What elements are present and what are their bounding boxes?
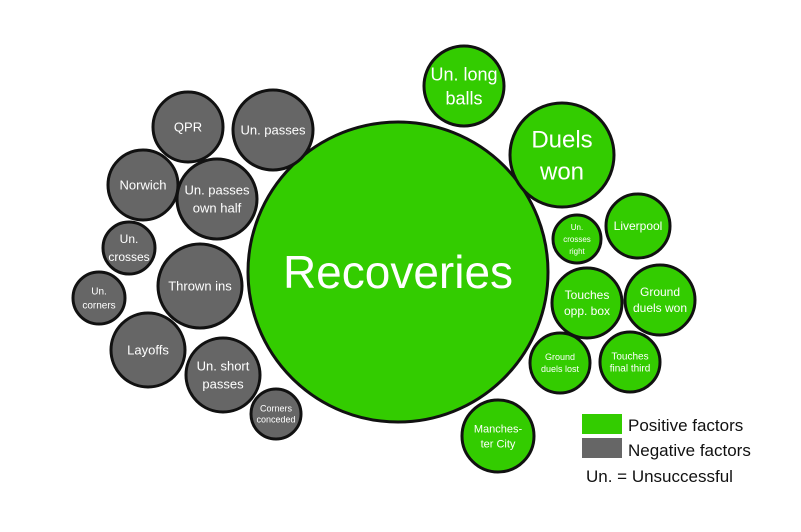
bubble-norwich: Norwich [106, 148, 180, 222]
bubble-touches-opp-box: Touches opp. box [550, 266, 624, 340]
bubble-label-un-short-passes: passes [202, 377, 244, 392]
bubble-label-un-passes: Un. passes [240, 123, 306, 138]
bubble-label-liverpool: Liverpool [614, 219, 663, 233]
bubble-circle-un-passes-own-half [175, 157, 259, 241]
bubble-label-touches-opp-box: Touches [565, 288, 610, 302]
bubble-circle-ground-duels-lost [528, 331, 592, 395]
bubble-circle-ground-duels-won [623, 263, 697, 337]
bubble-label-manchester-city: Manches- [474, 423, 523, 435]
bubble-duels-won: Duels won [508, 101, 616, 209]
bubble-label-un-passes-own-half: Un. passes [184, 183, 250, 198]
bubble-un-passes-own-half: Un. passes own half [175, 157, 259, 241]
bubble-center: Recoveries [246, 120, 550, 424]
bubble-label-un-crosses-right: Un. [571, 223, 583, 232]
bubble-label-un-long-balls: Un. long [430, 64, 497, 84]
bubble-un-corners: Un. corners [71, 270, 127, 326]
bubble-label-un-crosses: crosses [108, 250, 149, 264]
bubble-circle-un-passes [231, 88, 315, 172]
bubble-un-short-passes: Un. short passes [184, 336, 262, 414]
bubble-ground-duels-won: Ground duels won [623, 263, 697, 337]
bubble-label-touches-final-third: final third [610, 364, 651, 375]
bubble-un-crosses: Un. crosses [101, 220, 157, 276]
bubble-label-duels-won: Duels [531, 126, 592, 153]
bubble-layoffs: Layoffs [109, 311, 187, 389]
bubble-label-center: Recoveries [283, 246, 513, 298]
bubble-circle-un-crosses-right [551, 213, 603, 265]
bubble-label-manchester-city: ter City [481, 438, 516, 450]
legend-note: Un. = Unsuccessful [586, 467, 733, 486]
bubble-circle-corners-conceded [249, 387, 303, 441]
bubble-circle-duels-won [508, 101, 616, 209]
bubble-circle-touches-opp-box [550, 266, 624, 340]
bubble-label-un-short-passes: Un. short [197, 359, 250, 374]
legend-negative-swatch [582, 438, 622, 458]
bubble-label-layoffs: Layoffs [127, 343, 169, 358]
bubble-circle-qpr [151, 90, 225, 164]
bubble-thrown-ins: Thrown ins [156, 242, 244, 330]
legend-positive-swatch [582, 414, 622, 434]
bubble-circle-layoffs [109, 311, 187, 389]
bubble-label-qpr: QPR [174, 120, 202, 135]
bubble-un-passes: Un. passes [231, 88, 315, 172]
bubble-un-crosses-right: Un. crosses right [551, 213, 603, 265]
bubble-circle-un-short-passes [184, 336, 262, 414]
bubble-label-touches-opp-box: opp. box [564, 304, 610, 318]
bubble-label-duels-won: won [539, 158, 584, 185]
bubble-label-thrown-ins: Thrown ins [168, 279, 232, 294]
legend-negative-label: Negative factors [628, 441, 751, 460]
bubble-label-norwich: Norwich [120, 178, 167, 193]
bubble-label-ground-duels-won: duels won [633, 301, 687, 315]
bubble-label-un-corners: Un. [91, 287, 107, 298]
bubble-label-un-crosses-right: right [569, 247, 585, 256]
bubble-circle-un-long-balls [422, 44, 506, 128]
bubble-label-touches-final-third: Touches [611, 352, 648, 363]
bubbles-layer: Recoveries QPR Un. passes Norwich Un. passes… [71, 44, 697, 474]
bubble-circle-un-crosses [101, 220, 157, 276]
bubble-manchester-city: Manches-ter City [460, 398, 536, 474]
bubble-label-un-passes-own-half: own half [193, 201, 242, 216]
bubble-ground-duels-lost: Ground duels lost [528, 331, 592, 395]
bubble-label-ground-duels-lost: Ground [545, 352, 575, 362]
bubble-label-un-crosses-right: crosses [563, 235, 591, 244]
bubble-label-corners-conceded: Corners [260, 404, 293, 414]
bubble-label-un-crosses: Un. [120, 232, 139, 246]
bubble-circle-un-corners [71, 270, 127, 326]
bubble-label-ground-duels-won: Ground [640, 285, 680, 299]
bubble-label-un-corners: corners [82, 301, 115, 312]
bubble-circle-manchester-city [460, 398, 536, 474]
bubble-circle-touches-final-third [598, 330, 662, 394]
bubble-label-corners-conceded: conceded [256, 415, 295, 425]
bubble-un-long-balls: Un. long balls [422, 44, 506, 128]
legend: Positive factors Negative factors Un. = … [582, 414, 751, 486]
bubble-label-ground-duels-lost: duels lost [541, 364, 580, 374]
legend-positive-label: Positive factors [628, 416, 743, 435]
bubble-circle-center [246, 120, 550, 424]
bubble-circle-liverpool [604, 192, 672, 260]
bubble-label-un-long-balls: balls [445, 88, 482, 108]
bubble-qpr: QPR [151, 90, 225, 164]
bubble-circle-thrown-ins [156, 242, 244, 330]
bubble-liverpool: Liverpool [604, 192, 672, 260]
